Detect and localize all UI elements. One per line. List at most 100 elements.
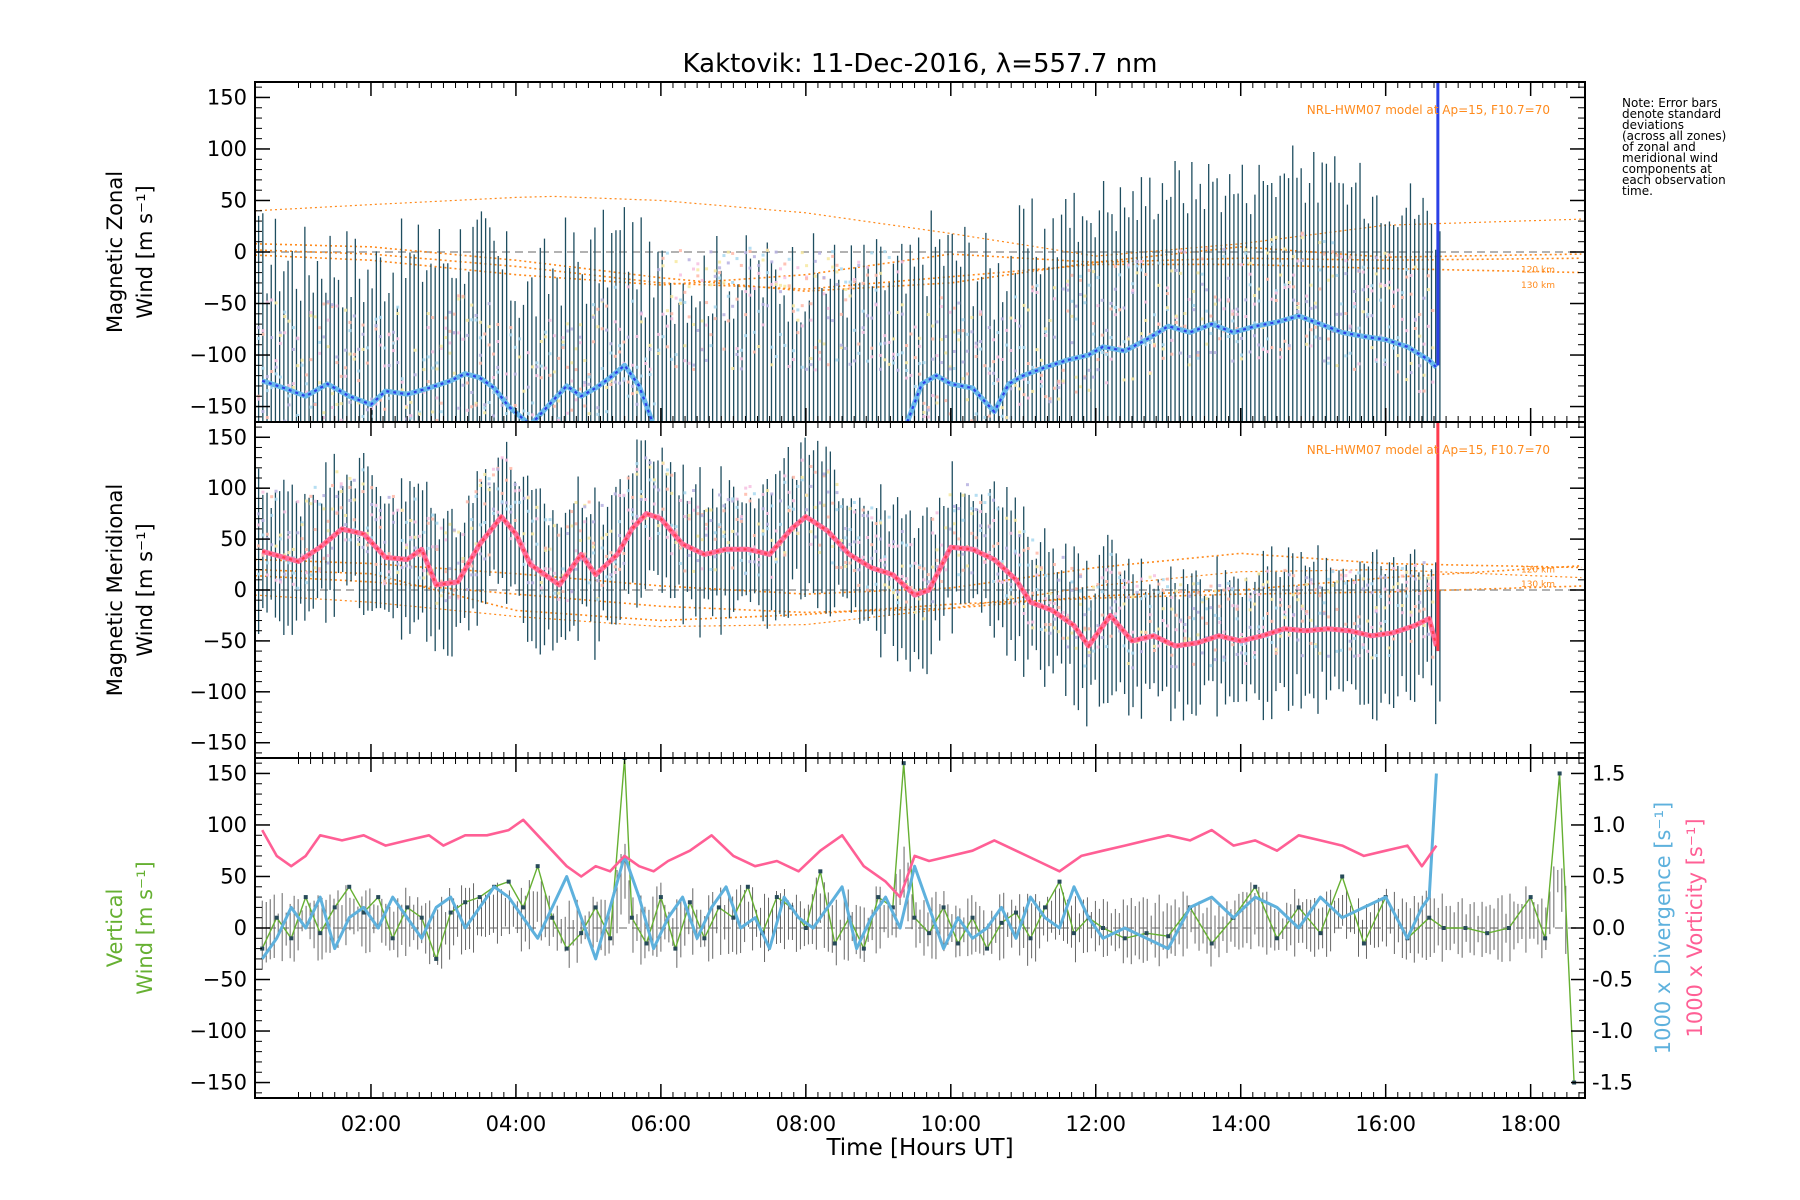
y-tick-label: 100 xyxy=(207,476,247,500)
zone-points xyxy=(257,231,1435,422)
x-tick-label: 02:00 xyxy=(341,1112,402,1136)
vertical-wind-point xyxy=(1209,941,1214,946)
x-axis-label: Time [Hours UT] xyxy=(825,1135,1013,1161)
vertical-wind-point xyxy=(912,915,917,920)
vertical-wind-point xyxy=(1166,934,1171,939)
vertical-wind-point xyxy=(1028,936,1033,941)
vertical-wind-point xyxy=(1057,879,1062,884)
vertical-wind-point xyxy=(434,956,439,961)
vertical-wind-point xyxy=(927,931,932,936)
y-tick-label: 100 xyxy=(207,137,247,161)
note-line: components at xyxy=(1622,162,1712,176)
x-tick-label: 10:00 xyxy=(921,1112,982,1136)
model-label: NRL-HWM07 model at Ap=15, F10.7=70 xyxy=(1307,103,1550,117)
vertical-wind-point xyxy=(1557,771,1562,776)
vertical-wind-point xyxy=(956,941,961,946)
y-tick-label: −50 xyxy=(203,968,247,992)
y-tick-label: 150 xyxy=(207,761,247,785)
model-curve xyxy=(255,565,1582,614)
vertical-wind-point xyxy=(702,936,707,941)
mean-wind-line-core xyxy=(906,314,1438,422)
y-tick-label: −100 xyxy=(189,343,247,367)
vertical-wind-point xyxy=(347,884,352,889)
y-tick-label: 50 xyxy=(220,527,247,551)
y-tick-label: 0 xyxy=(234,240,247,264)
vertical-wind-point xyxy=(774,895,779,900)
model-curve xyxy=(255,552,1582,595)
panel-zonal: −150 −100 −50 0 50 100 150 Magnetic Zonal Wind [… xyxy=(103,81,1586,423)
x-tick-label: 06:00 xyxy=(631,1112,692,1136)
x-tick-label: 08:00 xyxy=(776,1112,837,1136)
vertical-wind-point xyxy=(303,895,308,900)
vertical-wind-point xyxy=(999,920,1004,925)
panel-meridional: −150 −100 −50 0 50 100 150 Magnetic Meridional W… xyxy=(103,421,1586,759)
mean-wind-line-core xyxy=(261,363,654,422)
vertical-wind-point xyxy=(332,905,337,910)
vertical-wind-point xyxy=(274,915,279,920)
vertical-wind-point xyxy=(1318,931,1323,936)
note-line: meridional wind xyxy=(1622,151,1718,165)
mean-wind-line-core xyxy=(261,512,1438,648)
mean-wind-line xyxy=(904,313,1439,422)
vertical-wind-point xyxy=(419,915,424,920)
x-tick-label: 14:00 xyxy=(1210,1112,1271,1136)
vertical-wind-point xyxy=(506,879,511,884)
vertical-wind-point xyxy=(818,869,823,874)
vertical-wind-point xyxy=(405,905,410,910)
vertical-wind-point xyxy=(1340,874,1345,879)
vertical-wind-point xyxy=(629,915,634,920)
y-tick-label: −100 xyxy=(189,680,247,704)
y-tick-label: −100 xyxy=(189,1019,247,1043)
vertical-wind-point xyxy=(985,946,990,951)
vertical-wind-point xyxy=(521,905,526,910)
vertical-wind-point xyxy=(1296,905,1301,910)
vertical-wind-point xyxy=(1274,936,1279,941)
vertical-wind-point xyxy=(901,761,906,766)
vertical-wind-point xyxy=(1506,926,1511,930)
note-line: deviations xyxy=(1622,118,1684,132)
y-tick-label: 0 xyxy=(234,916,247,940)
vertical-wind-point xyxy=(318,931,323,936)
vertical-wind-point xyxy=(745,884,750,889)
altitude-label: 130 km xyxy=(1521,281,1555,291)
vertical-wind-point xyxy=(1528,895,1533,900)
x-tick-label: 16:00 xyxy=(1355,1112,1416,1136)
vertical-wind-point xyxy=(593,905,598,910)
altitude-label: 120 km xyxy=(1521,266,1555,276)
divergence-line xyxy=(260,773,1438,961)
vertical-wind-point xyxy=(608,936,613,941)
y2-tick-label: 0.5 xyxy=(1592,864,1625,888)
vertical-wind-point xyxy=(970,915,975,920)
y2-tick-label: -1.0 xyxy=(1592,1019,1633,1043)
divergence-axis-label: 1000 x Divergence [s⁻¹] xyxy=(1651,802,1675,1054)
y2-tick-label: -0.5 xyxy=(1592,968,1633,992)
vertical-wind-point xyxy=(673,946,678,951)
vertical-wind-point xyxy=(289,936,294,941)
vertical-wind-point xyxy=(1543,936,1548,941)
x-tick-label: 12:00 xyxy=(1065,1112,1126,1136)
y-tick-label: 150 xyxy=(207,85,247,109)
vertical-wind-point xyxy=(1253,884,1258,889)
vertical-wind-point xyxy=(1144,931,1149,936)
y-tick-label: 100 xyxy=(207,813,247,837)
note-line: each observation xyxy=(1622,173,1726,187)
y-tick-label: −50 xyxy=(203,292,247,316)
altitude-label: 130 km xyxy=(1521,580,1555,590)
vertical-wind-point xyxy=(535,864,540,869)
vertical-wind-point xyxy=(1122,936,1127,941)
note-line: (across all zones) xyxy=(1622,129,1726,143)
vertical-wind-point xyxy=(390,936,395,941)
y-tick-label: −150 xyxy=(189,731,247,755)
vertical-wind-point xyxy=(890,905,895,910)
vertical-wind-point xyxy=(658,895,663,900)
vertical-wind-point xyxy=(477,895,482,900)
vertical-wind-point xyxy=(644,941,649,946)
vertical-wind-point xyxy=(260,946,265,951)
y-tick-label: 0 xyxy=(234,578,247,602)
vertical-wind-point xyxy=(716,905,721,910)
y-tick-label: −50 xyxy=(203,629,247,653)
y-tick-label: 50 xyxy=(220,864,247,888)
chart-title: Kaktovik: 11-Dec-2016, λ=557.7 nm xyxy=(683,49,1158,79)
